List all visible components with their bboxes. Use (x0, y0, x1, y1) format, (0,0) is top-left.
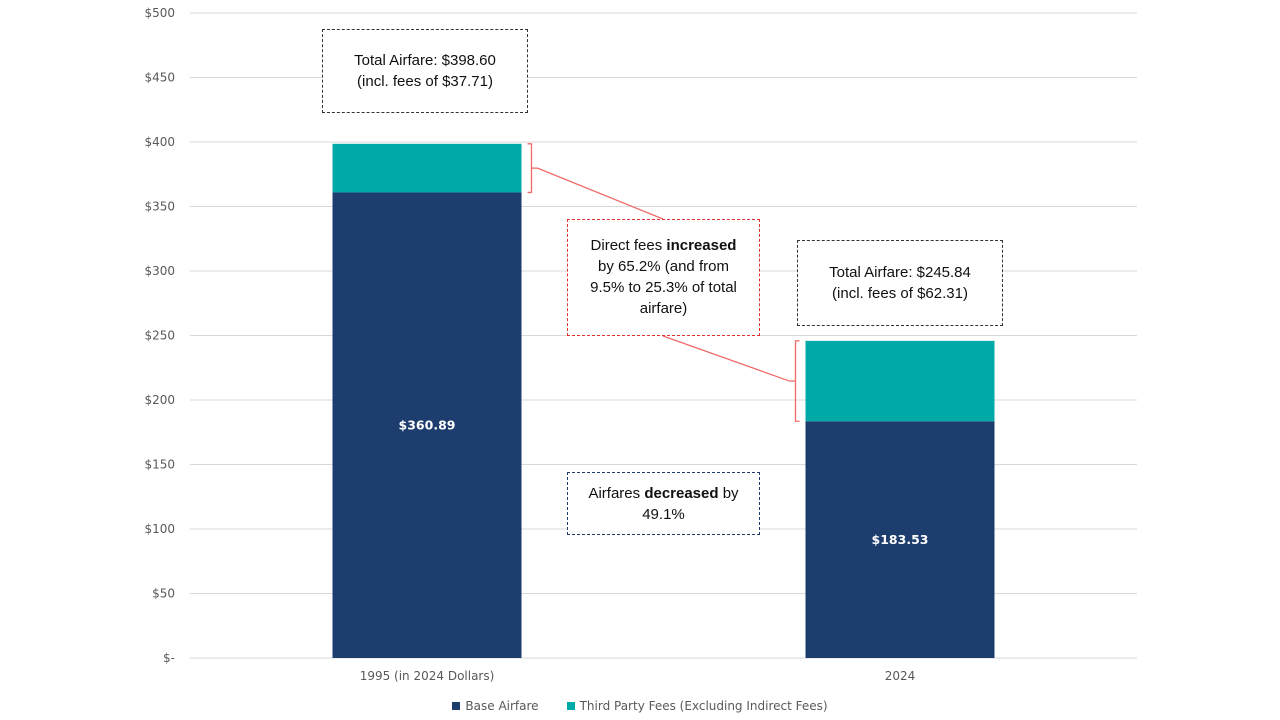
legend-swatch-base-airfare (452, 702, 461, 710)
legend-swatch-third-party-fees (566, 702, 575, 710)
legend-item-third-party-fees: Third Party Fees (Excluding Indirect Fee… (566, 699, 828, 713)
y-tick-label: $50 (152, 587, 175, 601)
y-tick-label: $100 (144, 522, 175, 536)
fee-brackets (527, 143, 800, 422)
x-category-label: 1995 (in 2024 Dollars) (360, 669, 495, 683)
fee-bracket-2024 (794, 340, 800, 422)
bar-segment-base-airfare (805, 421, 995, 658)
y-tick-label: $250 (144, 329, 175, 343)
bar-segment-base-airfare (332, 192, 522, 658)
y-tick-label: $150 (144, 458, 175, 472)
y-tick-label: $400 (144, 135, 175, 149)
fees-bold: increased (666, 237, 737, 254)
total-1995-line2: (incl. fees of $37.71) (357, 73, 493, 90)
total-2024-line1: Total Airfare: $245.84 (829, 264, 971, 281)
connector-line-2024 (662, 335, 790, 382)
bar-segment-fees (332, 143, 522, 193)
bar-segment-fees (805, 340, 995, 422)
x-category-label: 2024 (885, 669, 916, 683)
bars: $360.89 $183.53 (332, 143, 995, 658)
legend-label-third-party-fees: Third Party Fees (Excluding Indirect Fee… (579, 699, 828, 713)
y-tick-label: $500 (144, 6, 175, 20)
y-tick-label: $- (163, 651, 175, 665)
y-tick-label: $200 (144, 393, 175, 407)
airfares-rest: by 49.1% (642, 485, 739, 523)
airfares-bold: decreased (644, 485, 719, 502)
x-axis-category-labels: 1995 (in 2024 Dollars) 2024 (360, 669, 916, 683)
y-tick-label: $350 (144, 200, 175, 214)
legend: Base Airfare Third Party Fees (Excluding… (0, 699, 1280, 713)
total-1995-line1: Total Airfare: $398.60 (354, 52, 496, 69)
fees-prefix: Direct fees (590, 237, 667, 254)
airfares-prefix: Airfares (588, 485, 645, 502)
total-airfare-2024-callout: Total Airfare: $245.84 (incl. fees of $6… (797, 240, 1003, 326)
bar-value-label: $360.89 (399, 418, 456, 433)
bar-value-label: $183.53 (872, 532, 929, 547)
y-tick-label: $300 (144, 264, 175, 278)
y-tick-label: $450 (144, 71, 175, 85)
y-axis-tick-labels: $- $50 $100 $150 $200 $250 $300 $350 $400 $450 $50… (144, 6, 175, 665)
total-2024-line2: (incl. fees of $62.31) (832, 285, 968, 302)
legend-label-base-airfare: Base Airfare (465, 699, 539, 713)
fees-rest: by 65.2% (and from 9.5% to 25.3% of tota… (590, 258, 737, 317)
airfares-decreased-callout: Airfares decreased by 49.1% (567, 472, 760, 535)
direct-fees-callout: Direct fees increased by 65.2% (and from… (567, 219, 760, 336)
connector-line-1995 (537, 167, 664, 220)
fee-bracket-1995 (527, 143, 533, 194)
legend-item-base-airfare: Base Airfare (452, 699, 539, 713)
total-airfare-1995-callout: Total Airfare: $398.60 (incl. fees of $3… (322, 29, 528, 113)
